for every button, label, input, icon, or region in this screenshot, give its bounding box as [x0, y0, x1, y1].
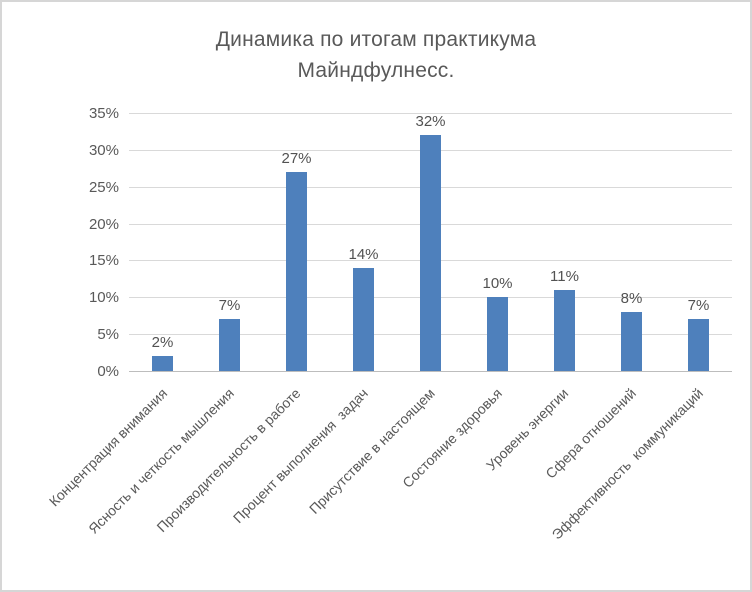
- chart-title-line-2: Майндфулнесс.: [297, 59, 455, 82]
- x-axis-label: Присутствие в настоящем: [305, 385, 438, 517]
- x-axis-label: Концентрация внимания: [45, 385, 170, 510]
- bar-value-label: 10%: [482, 275, 513, 293]
- bar-value-label: 14%: [348, 245, 379, 263]
- bar: [218, 319, 240, 371]
- bar-value-label: 7%: [218, 297, 241, 315]
- x-axis-label: Ясность и четкость мышления: [85, 385, 237, 537]
- bar: [688, 319, 709, 371]
- plot-area: 0% 5% 10% 15% 20% 25% 30% 35% 2% Концентрация вни…: [45, 105, 732, 543]
- y-axis-tick-label: 30%: [88, 141, 119, 159]
- y-axis-tick-label: 20%: [88, 215, 119, 233]
- bar: [554, 289, 575, 371]
- bar: [286, 171, 307, 371]
- y-axis-tick-label: 0%: [97, 363, 119, 380]
- x-axis-line: [129, 371, 732, 372]
- bar-value-label: 32%: [415, 113, 446, 131]
- gridline: [129, 113, 732, 114]
- bar: [353, 267, 374, 371]
- bar-value-label: 27%: [281, 149, 312, 167]
- chart-title-line-1: Динамика по итогам практикума: [215, 28, 537, 51]
- y-axis-tick-label: 15%: [88, 252, 119, 270]
- y-axis-tick-label: 5%: [97, 326, 119, 344]
- bar: [621, 312, 642, 371]
- bar-value-label: 11%: [550, 267, 579, 285]
- bar: [420, 135, 441, 371]
- x-axis-label: Эффективность коммуникаций: [548, 385, 706, 543]
- y-axis-tick-label: 25%: [88, 178, 119, 196]
- bar-value-label: 7%: [687, 297, 710, 315]
- x-axis-label: Процент выполнения задач: [229, 385, 371, 527]
- bar: [151, 356, 173, 371]
- chart-title: Динамика по итогам практикума Майндфулне…: [2, 24, 750, 86]
- y-axis-tick-label: 35%: [88, 105, 119, 122]
- bar-value-label: 2%: [151, 334, 174, 352]
- x-axis-label: Производительность в работе: [153, 385, 304, 536]
- y-axis-tick-label: 10%: [88, 289, 119, 307]
- bar: [487, 297, 508, 371]
- bar-value-label: 8%: [620, 290, 643, 308]
